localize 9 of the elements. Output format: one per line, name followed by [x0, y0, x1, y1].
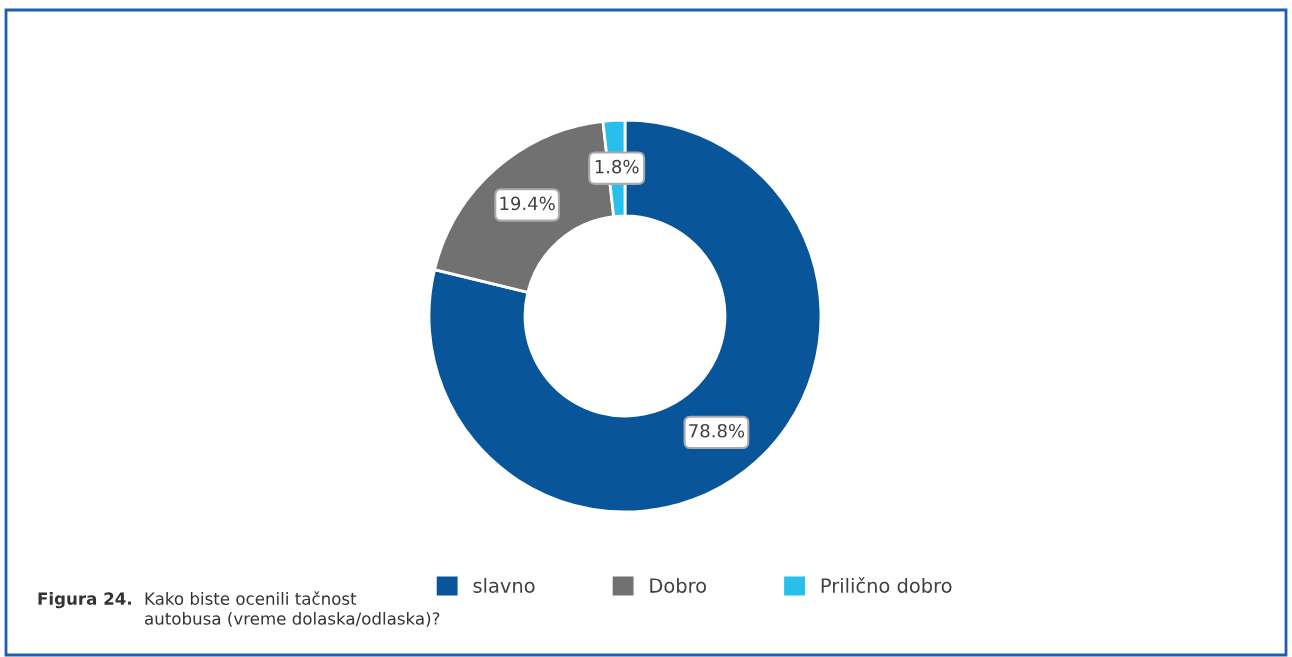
donut-slice [427, 118, 823, 514]
text: Figura 24. [38, 592, 131, 609]
data-label: 19.4% [500, 196, 555, 211]
text: Kako biste ocenili tačnost autobusa (vreme dolaska/odlaska)? [145, 591, 440, 627]
legend-label: Prilično dobro [821, 577, 952, 593]
data-label: 78.8% [689, 423, 745, 438]
data-label: 1.8% [595, 159, 639, 174]
legend-label: Dobro [650, 577, 706, 593]
legend-label: slavno [473, 577, 535, 593]
